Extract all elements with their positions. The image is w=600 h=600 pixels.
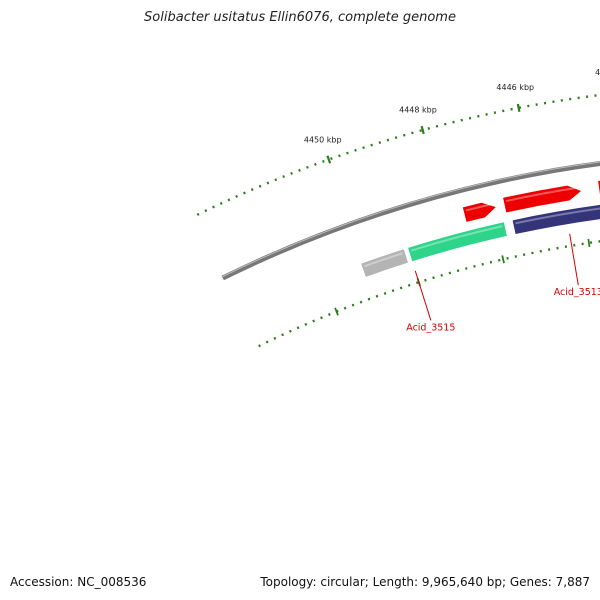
- gene-block-reverse-shine: [364, 252, 403, 268]
- gene-block-reverse: [408, 222, 507, 262]
- gene-arrow-forward: [503, 185, 582, 213]
- scale-tick: [420, 125, 425, 135]
- scale-tick: [326, 155, 332, 164]
- label-leader-line: [414, 270, 432, 321]
- inner-tick: [334, 307, 339, 316]
- scale-tick-label: 4450 kbp: [304, 136, 342, 145]
- topology-text: Topology: circular; Length: 9,965,640 bp…: [260, 575, 590, 589]
- label-leader-line: [569, 233, 579, 286]
- scale-tick-label: 4446 kbp: [496, 83, 534, 92]
- gene-block-reverse-shine: [410, 225, 503, 252]
- scale-tick-label: 4448 kbp: [399, 106, 437, 115]
- inner-tick: [587, 238, 591, 247]
- feature-track: [361, 180, 600, 277]
- backbone-highlight: [222, 161, 600, 277]
- inner-tick: [501, 255, 505, 264]
- genome-backbone: [221, 161, 600, 281]
- gene-label-layer: Acid_3502Acid_3503Acid_3504Acid_3505Acid…: [406, 233, 600, 333]
- backbone-arc: [221, 161, 600, 281]
- gene-arrow-forward: [462, 202, 496, 222]
- gene-arrow-forward-shine: [465, 203, 493, 212]
- gene-block-reverse: [361, 249, 409, 277]
- accession-text: Accession: NC_008536: [10, 575, 147, 589]
- gene-block-reverse: [512, 204, 600, 235]
- gene-block-reverse-shine: [515, 207, 600, 225]
- map-title: Solibacter usitatus Ellin6076, complete …: [144, 10, 456, 25]
- gene-label: Acid_3513: [554, 287, 600, 298]
- gene-arrow-forward-shine: [505, 186, 579, 202]
- gene-label: Acid_3515: [406, 322, 455, 333]
- scale-tick: [516, 103, 521, 113]
